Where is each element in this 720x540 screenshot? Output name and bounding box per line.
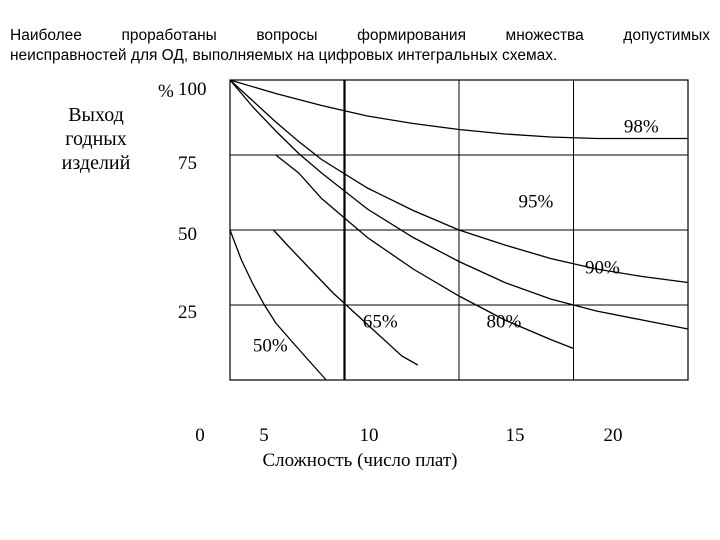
x-tick-label: 20 — [604, 425, 623, 446]
x-tick-label: 10 — [360, 425, 379, 446]
curve-label: 98% — [624, 117, 659, 138]
x-tick-label: 15 — [506, 425, 525, 446]
y-axis-label-line: изделий — [62, 152, 131, 174]
curve-65-pct — [273, 229, 419, 366]
curve-label: 90% — [585, 258, 620, 279]
curve-50-pct — [229, 229, 327, 381]
curve-label: 95% — [519, 192, 554, 213]
chart-curves — [229, 79, 689, 381]
y-axis-label-line: годных — [65, 128, 126, 150]
curve-90-pct — [229, 79, 689, 330]
curve-label: 65% — [363, 312, 398, 333]
curve-label: 50% — [253, 336, 288, 357]
heading-line-1: Наиболее проработаны вопросы формировани… — [10, 27, 710, 44]
curve-80-pct — [275, 154, 574, 350]
y-axis-label-line: Выход — [68, 104, 124, 126]
y-tick-label: 100 — [178, 79, 207, 100]
heading-line-2: неисправностей для ОД, выполняемых на ци… — [10, 47, 558, 64]
y-tick-label: 25 — [178, 302, 197, 323]
chart-labels: 98%95%90%80%65%50%100755025%Выходгодныхи… — [62, 79, 659, 471]
curve-95-pct — [229, 79, 689, 284]
x-tick-label: 5 — [259, 425, 269, 446]
y-tick-label: 50 — [178, 224, 197, 245]
x-axis-label: Сложность (число плат) — [262, 450, 457, 471]
curve-label: 80% — [486, 312, 521, 333]
y-tick-label: 75 — [178, 153, 197, 174]
slide-heading: Наиболее проработаны вопросы формировани… — [10, 26, 710, 66]
y-unit-label: % — [158, 81, 174, 102]
x-tick-label: 0 — [195, 425, 205, 446]
curve-98-pct — [229, 79, 688, 140]
